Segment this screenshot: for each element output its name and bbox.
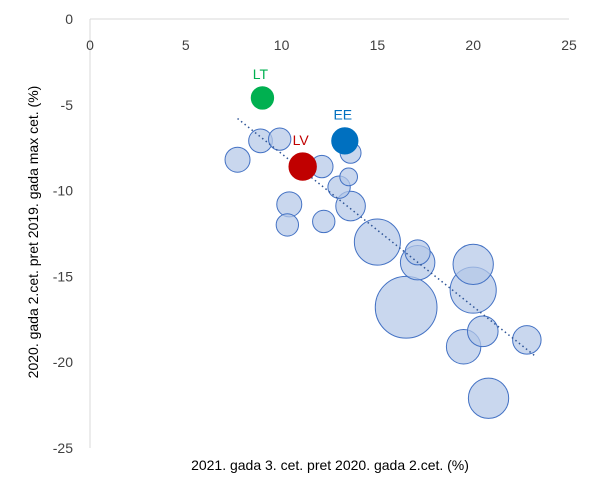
y-tick-label: 0 (65, 11, 73, 27)
highlight-point-lt (250, 86, 275, 110)
bubble-point (467, 377, 510, 419)
x-tick-label: 15 (370, 37, 386, 53)
y-tick-label: -20 (53, 354, 73, 370)
highlight-label-lt: LT (253, 66, 269, 82)
trendline (237, 117, 537, 358)
highlight-point-ee (331, 127, 359, 155)
bubble-point (275, 213, 300, 237)
bubble-point (335, 190, 366, 222)
bubble-point (452, 243, 494, 286)
y-tick-label: -10 (53, 183, 73, 199)
x-tick-label: 25 (561, 37, 577, 53)
highlight-label-ee: EE (333, 107, 352, 123)
bubble-point (268, 127, 292, 151)
x-tick-label: 20 (465, 37, 481, 53)
x-tick-label: 10 (274, 37, 290, 53)
x-axis-title: 2021. gada 3. cet. pret 2020. gada 2.cet… (191, 457, 469, 473)
bubble-point (276, 191, 303, 218)
highlight-point-lv (288, 152, 317, 181)
bubble-point (404, 239, 431, 266)
y-tick-label: -25 (53, 440, 73, 456)
y-tick-label: -15 (53, 268, 73, 284)
x-tick-label: 5 (182, 37, 190, 53)
x-tick-label: 0 (86, 37, 94, 53)
bubble-point (353, 218, 401, 266)
bubble-point (224, 146, 251, 173)
y-axis-title: 2020. gada 2.cet. pret 2019. gada max ce… (25, 86, 41, 379)
bubble-point (374, 275, 438, 339)
highlight-label-lv: LV (293, 132, 310, 148)
bubble-point (512, 325, 542, 355)
bubble-point (312, 209, 336, 234)
bubble-point (339, 167, 358, 187)
y-tick-label: -5 (61, 97, 74, 113)
bubble-point (466, 315, 499, 348)
